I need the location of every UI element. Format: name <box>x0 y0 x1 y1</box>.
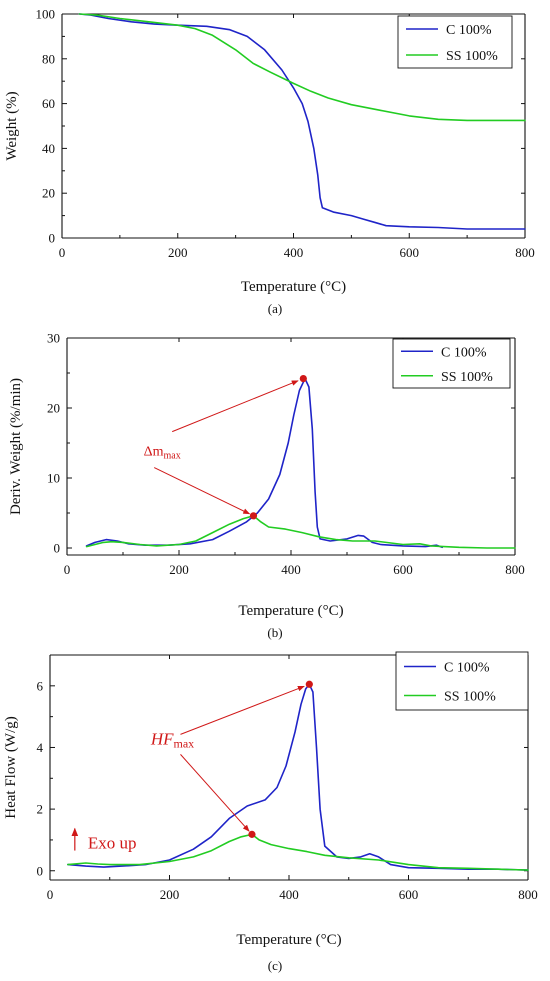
chart3-legend-label-1: C 100% <box>444 661 490 676</box>
chart2-y-axis-label: Deriv. Weight (%/min) <box>8 378 24 515</box>
chart2-annotation-arrow-2 <box>153 467 251 515</box>
chart1-series-1-line <box>78 13 526 230</box>
chart1-y-tick-label: 60 <box>42 96 55 111</box>
chart2-x-tick-label: 800 <box>505 562 525 577</box>
chart3-exo-up-label: Exo up <box>88 834 137 853</box>
chart1-panel-label: (a) <box>268 301 282 316</box>
chart1-legend-label-2: SS 100% <box>446 49 498 64</box>
chart2-x-tick-label: 400 <box>281 562 301 577</box>
chart3-x-tick-label: 600 <box>399 887 419 902</box>
chart3-x-axis-label: Temperature (°C) <box>236 932 341 948</box>
chart2-x-axis-label: Temperature (°C) <box>238 603 343 619</box>
chart2-series-2-line <box>85 514 516 549</box>
chart3-x-tick-label: 200 <box>160 887 180 902</box>
chart3-legend <box>395 651 529 711</box>
chart3-y-tick-label: 6 <box>37 678 44 693</box>
chart3-x-tick-label: 800 <box>518 887 538 902</box>
chart1-series-2-line <box>78 13 526 122</box>
chart2-annotation-arrow-1 <box>172 380 299 433</box>
chart3-panel-label: (c) <box>268 958 282 973</box>
chart2-legend-label-1: C 100% <box>441 345 487 360</box>
chart2-x-tick-label: 600 <box>393 562 413 577</box>
chart1-y-axis-label: Weight (%) <box>4 91 20 160</box>
chart2-x-tick-label: 200 <box>169 562 189 577</box>
chart3-x-tick-label: 0 <box>47 887 54 902</box>
chart3-y-axis-label: Heat Flow (W/g) <box>3 716 19 818</box>
chart2-legend <box>392 338 511 389</box>
chart1-x-tick-label: 800 <box>515 245 535 260</box>
chart1-y-tick-label: 0 <box>49 231 56 246</box>
chart3-panel: 0 200 400 600 800 0 2 4 6 Temperature (°C) Heat Fl… <box>3 651 538 973</box>
chart1-y-tick-label: 80 <box>42 51 55 66</box>
chart2-x-tick-label: 0 <box>64 562 71 577</box>
chart1-x-tick-label: 400 <box>284 245 304 260</box>
chart1-x-tick-label: 200 <box>168 245 188 260</box>
chart2-annotation-label: Δmmax <box>144 445 181 462</box>
chart3-legend-label-2: SS 100% <box>444 690 496 705</box>
chart3-peak-marker-1 <box>305 680 313 688</box>
chart3-y-tick-label: 0 <box>37 863 44 878</box>
chart2-peak-marker-1 <box>299 375 307 383</box>
chart3-y-tick-label: 2 <box>37 802 44 817</box>
chart1-panel: 0 200 400 600 800 0 20 40 60 80 100 Temperature (°C… <box>4 7 535 317</box>
chart2-peak-marker-2 <box>249 512 258 520</box>
chart3-annotation-arrow-2 <box>180 754 250 832</box>
chart2-y-tick-label: 20 <box>47 401 60 416</box>
chart3-peak-marker-2 <box>248 830 256 838</box>
chart1-x-tick-label: 600 <box>400 245 420 260</box>
chart2-y-tick-label: 10 <box>47 471 60 486</box>
chart2-y-tick-label: 30 <box>47 331 60 346</box>
chart3-y-tick-label: 4 <box>37 740 44 755</box>
chart3-series-1-line <box>67 683 529 871</box>
chart3-series-2-line <box>67 833 529 871</box>
chart3-annotation-label: HFmax <box>150 729 194 750</box>
chart1-legend <box>397 15 513 69</box>
chart3-x-tick-label: 400 <box>279 887 299 902</box>
chart3-annotation-arrow-1 <box>180 685 305 735</box>
chart1-y-tick-label: 20 <box>42 186 55 201</box>
chart2-legend-label-2: SS 100% <box>441 370 493 385</box>
chart2-panel-label: (b) <box>267 625 282 640</box>
chart2-panel: 0 200 400 600 800 0 10 20 30 Temperature (°C) Deri… <box>8 331 525 641</box>
chart1-x-axis-label: Temperature (°C) <box>241 279 346 295</box>
chart1-x-tick-label: 0 <box>59 245 66 260</box>
chart2-series-1-line <box>85 377 444 549</box>
chart1-y-tick-label: 40 <box>42 141 55 156</box>
chart2-y-tick-label: 0 <box>54 541 61 556</box>
chart1-y-tick-label: 100 <box>36 7 56 22</box>
chart1-legend-label-1: C 100% <box>446 23 492 38</box>
